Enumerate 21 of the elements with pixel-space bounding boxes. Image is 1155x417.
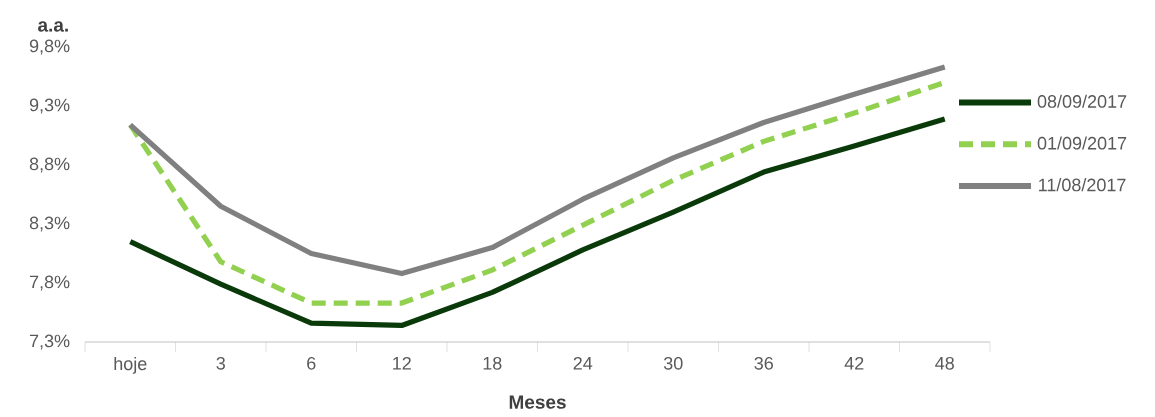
legend-label: 01/09/2017: [1037, 136, 1127, 150]
x-axis-title: Meses: [509, 395, 566, 409]
x-tick-label: hoje: [114, 356, 147, 374]
x-tick-label: 42: [844, 356, 864, 370]
y-axis-title: a.a.: [38, 21, 68, 32]
x-tick-label: 18: [483, 356, 502, 370]
x-tick-label: 3: [216, 356, 225, 370]
x-tick-label: 6: [307, 356, 316, 370]
y-tick-label: 7,3%: [29, 334, 70, 350]
x-tick-label: 30: [663, 356, 683, 370]
y-tick-label: 8,3%: [29, 216, 70, 232]
legend-label: 08/09/2017: [1037, 94, 1127, 108]
y-tick-label: 9,3%: [29, 98, 70, 114]
y-tick-label: 7,8%: [29, 275, 70, 291]
x-tick-label: 24: [573, 356, 593, 370]
x-tick-label: 12: [393, 356, 411, 370]
legend-label: 11/08/2017: [1039, 178, 1126, 192]
y-tick-label: 8,8%: [29, 157, 70, 173]
x-tick-label: 48: [935, 356, 954, 370]
x-tick-label: 36: [754, 356, 773, 370]
y-tick-label: 9,8%: [29, 39, 70, 55]
